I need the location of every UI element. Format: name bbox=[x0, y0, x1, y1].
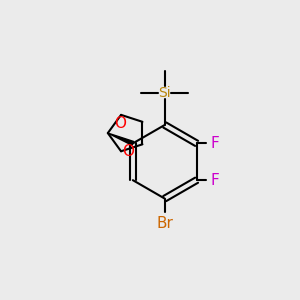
Text: F: F bbox=[210, 136, 219, 151]
Text: Si: Si bbox=[158, 85, 171, 100]
Polygon shape bbox=[108, 133, 134, 145]
Text: F: F bbox=[210, 173, 219, 188]
Text: Br: Br bbox=[156, 216, 173, 231]
Text: O: O bbox=[115, 116, 127, 130]
Text: O: O bbox=[122, 144, 134, 159]
